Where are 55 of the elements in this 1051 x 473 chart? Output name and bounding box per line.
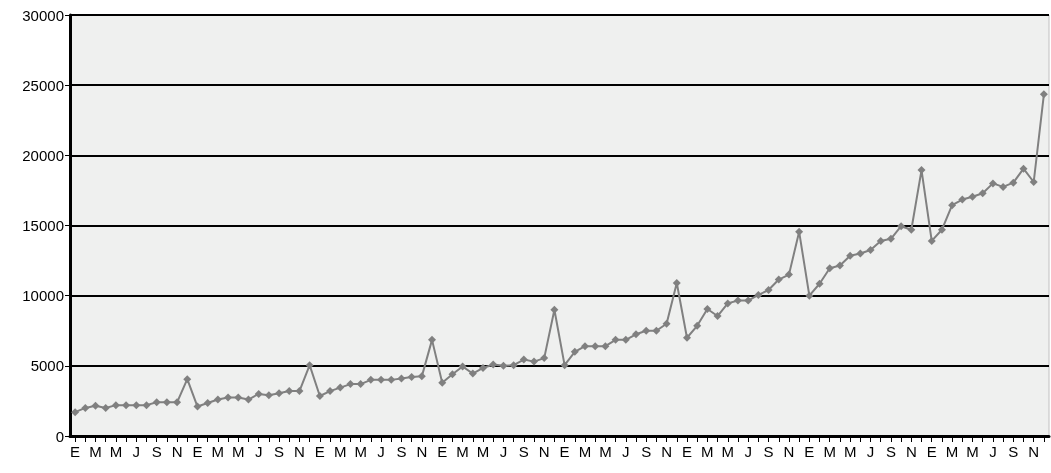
x-tick-label: S bbox=[763, 443, 774, 460]
x-tick-label: M bbox=[456, 443, 469, 460]
x-tick-label: J bbox=[499, 443, 508, 460]
x-tick-label: M bbox=[109, 443, 123, 460]
x-tick-label: S bbox=[885, 443, 896, 460]
x-tick-label: M bbox=[721, 443, 735, 460]
x-tick-label: S bbox=[518, 443, 529, 460]
x-tick-label: N bbox=[905, 443, 917, 460]
x-tick-label: E bbox=[314, 443, 325, 460]
x-tick-label: J bbox=[377, 443, 385, 460]
x-tick-label: S bbox=[641, 443, 652, 460]
x-tick-label: E bbox=[559, 443, 570, 460]
x-tick-label: E bbox=[437, 443, 448, 460]
x-tick-label: J bbox=[866, 443, 875, 460]
x-tick-label: N bbox=[538, 443, 550, 460]
x-tick-label: M bbox=[599, 443, 612, 460]
x-tick-label: N bbox=[783, 443, 795, 460]
x-tick-label: M bbox=[701, 443, 714, 460]
x-tick-label: E bbox=[804, 443, 815, 460]
x-tick-label: S bbox=[151, 443, 162, 460]
x-tick-label: M bbox=[843, 443, 857, 460]
x-tick-label: E bbox=[192, 443, 203, 460]
x-tick-label: M bbox=[823, 443, 836, 460]
y-tick-label: 30000 bbox=[22, 6, 64, 24]
x-tick-label: J bbox=[622, 443, 630, 460]
x-tick-label: N bbox=[1028, 443, 1040, 460]
x-tick-label: M bbox=[232, 443, 245, 460]
x-tick-label: M bbox=[333, 443, 347, 460]
x-tick-label: M bbox=[476, 443, 490, 460]
x-tick-label: J bbox=[254, 443, 263, 460]
x-tick-label: M bbox=[89, 443, 102, 460]
x-tick-label: M bbox=[966, 443, 979, 460]
y-tick-label: 0 bbox=[55, 427, 64, 445]
x-tick-label: N bbox=[294, 443, 305, 460]
x-tick-label: J bbox=[744, 443, 752, 460]
x-tick-label: M bbox=[945, 443, 959, 460]
x-tick-label: N bbox=[416, 443, 428, 460]
y-tick-label: 20000 bbox=[22, 146, 64, 164]
x-tick-label: S bbox=[274, 443, 285, 460]
x-tick-label: N bbox=[171, 443, 183, 460]
y-tick-label: 25000 bbox=[22, 76, 64, 94]
x-tick-label: S bbox=[396, 443, 407, 460]
y-tick-label: 5000 bbox=[30, 357, 64, 375]
x-tick-label: J bbox=[989, 443, 997, 460]
y-tick-label: 15000 bbox=[22, 217, 64, 234]
y-tick-label: 10000 bbox=[22, 287, 64, 305]
x-tick-label: M bbox=[354, 443, 367, 460]
x-tick-label: M bbox=[578, 443, 592, 460]
x-tick-label: N bbox=[661, 443, 672, 460]
x-tick-label: E bbox=[70, 443, 81, 460]
x-tick-label: E bbox=[681, 443, 692, 460]
x-tick-label: S bbox=[1008, 443, 1019, 460]
x-tick-label: E bbox=[926, 443, 937, 460]
x-tick-label: M bbox=[211, 443, 225, 460]
x-tick-label: J bbox=[132, 443, 141, 460]
